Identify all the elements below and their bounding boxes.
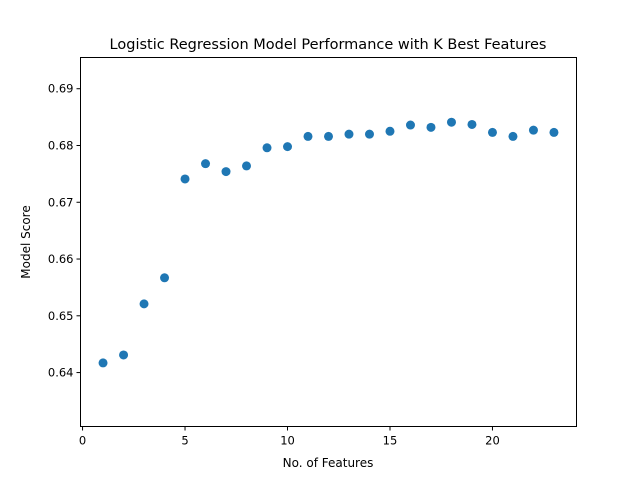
data-point [283, 142, 293, 152]
data-points [98, 117, 559, 368]
y-tick-label: 0.65 [48, 309, 74, 323]
data-point [446, 117, 456, 127]
data-point [487, 127, 497, 137]
data-point [364, 129, 374, 139]
x-tick-label: 15 [383, 434, 398, 448]
data-point [467, 119, 477, 129]
data-point [139, 299, 149, 309]
data-point [528, 125, 538, 135]
data-point [426, 122, 436, 132]
x-tick-label: 0 [79, 434, 86, 448]
data-point [344, 129, 354, 139]
y-tick-label: 0.64 [48, 366, 74, 380]
y-tick-label: 0.68 [48, 138, 74, 152]
data-point [324, 131, 333, 141]
data-point [242, 161, 252, 171]
y-tick-label: 0.67 [48, 195, 74, 209]
data-point [180, 174, 190, 184]
data-point [508, 131, 518, 141]
data-point [160, 273, 170, 283]
data-point [119, 350, 129, 360]
data-point [549, 127, 559, 137]
data-point [385, 126, 395, 136]
y-tick-label: 0.66 [48, 252, 74, 266]
y-axis-label: Model Score [19, 205, 33, 278]
data-point [303, 131, 313, 141]
data-point [262, 143, 272, 153]
x-axis-label: No. of Features [283, 456, 374, 470]
plot-frame [80, 57, 577, 427]
data-point [201, 159, 211, 169]
x-axis: 0 5 10 15 20 [79, 426, 500, 448]
x-tick-label: 10 [280, 434, 295, 448]
x-tick-label: 20 [485, 434, 500, 448]
data-point [405, 120, 415, 130]
plot-area: 0 5 10 15 20 0.64 0.65 0.66 0.67 0.68 0.69 [48, 57, 577, 448]
x-tick-label: 5 [181, 434, 188, 448]
data-point [221, 167, 231, 177]
y-axis: 0.64 0.65 0.66 0.67 0.68 0.69 [48, 82, 81, 380]
y-tick-label: 0.69 [48, 82, 74, 96]
data-point [98, 358, 108, 368]
chart-title: Logistic Regression Model Performance wi… [110, 37, 547, 53]
